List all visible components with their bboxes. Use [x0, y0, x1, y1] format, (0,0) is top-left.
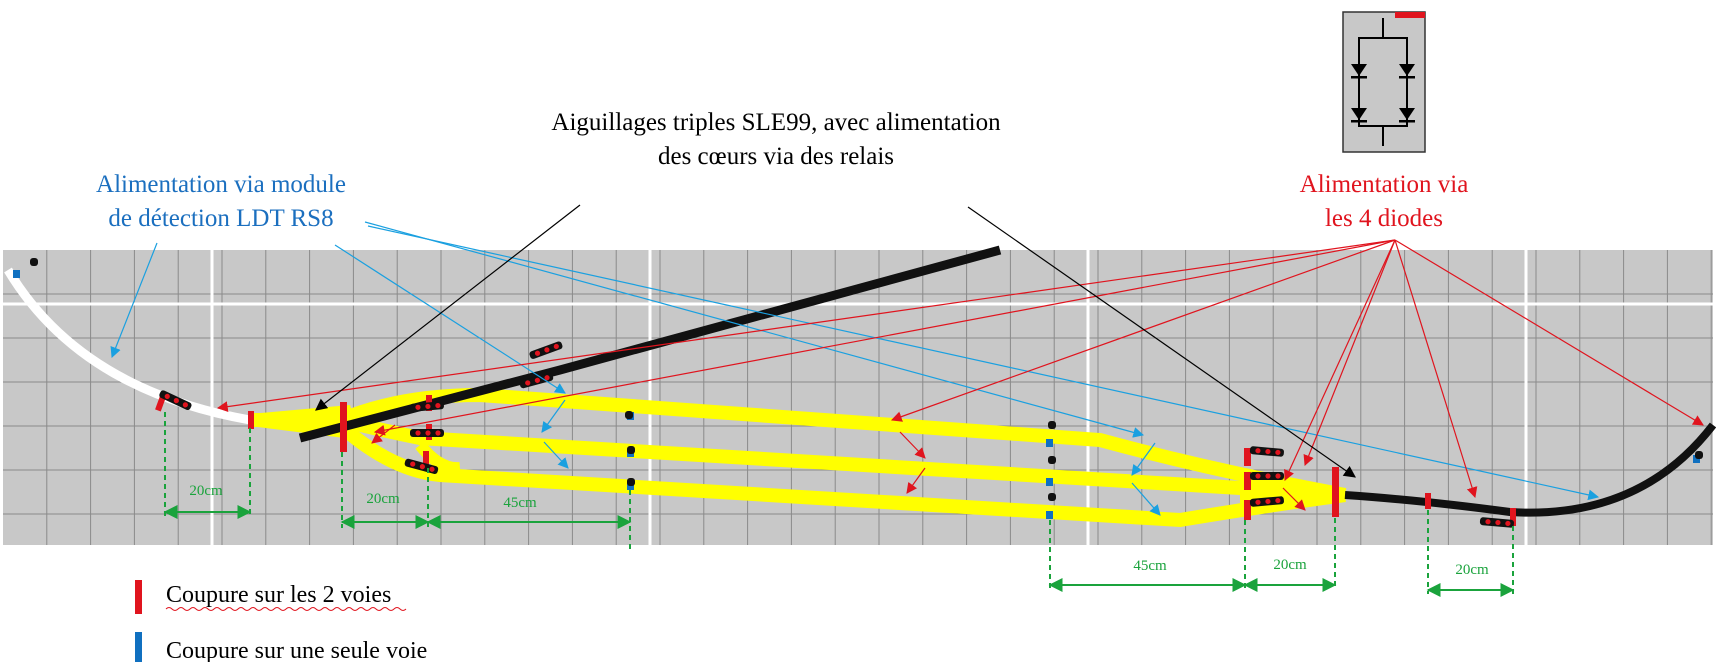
signal-icon	[159, 390, 192, 411]
diode-bridge-icon	[1342, 11, 1426, 153]
signal-icon	[627, 478, 635, 486]
signal-icon	[1048, 421, 1056, 429]
signal-icon	[1479, 517, 1514, 528]
blue-arrows	[110, 221, 1600, 516]
black-arrows	[315, 204, 1356, 478]
turnouts-label-line2: des cœurs via des relais	[658, 143, 894, 170]
signals	[30, 258, 1703, 528]
ldt-label-line2: de détection LDT RS8	[108, 205, 333, 232]
black-branch-track	[298, 245, 1002, 443]
white-curve-track	[4, 267, 251, 425]
signal-icon	[404, 458, 439, 474]
signal-icon	[1695, 451, 1703, 459]
legend-blue-swatch	[135, 632, 142, 662]
diodes-label-line2: les 4 diodes	[1325, 205, 1443, 232]
signal-icon	[1249, 446, 1284, 457]
signal-icon	[409, 401, 444, 412]
black-right-track	[1344, 422, 1716, 517]
legend: Coupure sur les 2 voies Coupure sur une …	[135, 580, 427, 662]
legend-red-text: Coupure sur les 2 voies	[166, 582, 391, 608]
signal-icon	[30, 258, 38, 266]
red-arrows	[216, 239, 1704, 511]
signal-icon	[1048, 493, 1056, 501]
diodes-label-line1: Alimentation via	[1300, 171, 1469, 198]
yellow-track-4	[415, 441, 461, 475]
dimension-label-5: 20cm	[1273, 557, 1307, 573]
dimension-label-1: 20cm	[189, 483, 223, 499]
ldt-label-line1: Alimentation via module	[96, 171, 346, 198]
legend-blue-text: Coupure sur une seule voie	[166, 638, 427, 662]
dimension-label-3: 45cm	[503, 495, 537, 511]
turnouts-label-line1: Aiguillages triples SLE99, avec alimenta…	[551, 109, 1001, 136]
signal-icon	[410, 429, 444, 437]
dimension-label-4: 45cm	[1133, 558, 1167, 574]
signal-icon	[1250, 472, 1284, 480]
dimensions	[163, 412, 1515, 597]
legend-red-swatch	[135, 580, 142, 614]
signal-icon	[1249, 496, 1284, 507]
dimension-label-6: 20cm	[1455, 562, 1489, 578]
dimension-label-2: 20cm	[366, 491, 400, 507]
signal-icon	[519, 373, 554, 389]
signal-icon	[1048, 456, 1056, 464]
signal-icon	[627, 446, 635, 454]
signal-icon	[529, 341, 563, 359]
signal-icon	[625, 411, 633, 419]
